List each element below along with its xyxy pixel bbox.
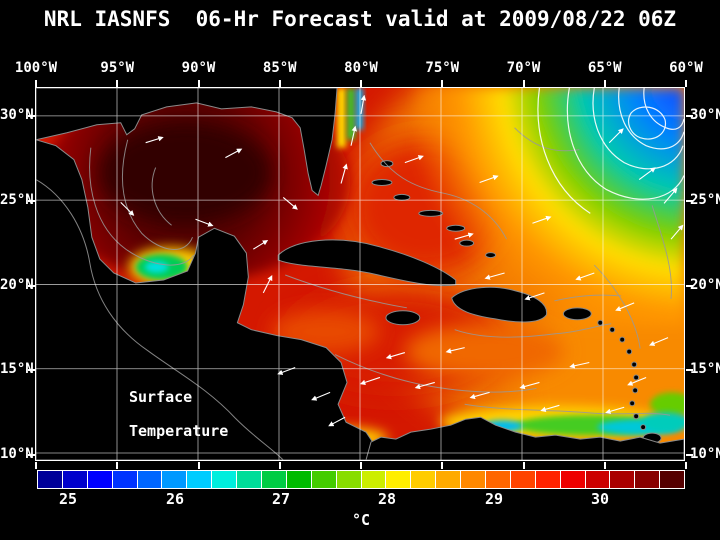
axis-tick — [28, 284, 35, 287]
colorbar-cell — [436, 471, 462, 488]
latitude-label-right: 30°N — [690, 107, 720, 123]
longitude-label: 60°W — [669, 60, 703, 76]
colorbar-cell — [610, 471, 636, 488]
streamlines-layer — [537, 88, 684, 214]
colorbar-tick-label: 26 — [165, 490, 185, 508]
latitude-label-left: 10°N — [0, 446, 34, 462]
axis-tick — [116, 462, 119, 469]
axis-tick — [278, 462, 281, 469]
colorbar-cell — [311, 471, 337, 488]
axis-tick — [522, 462, 525, 469]
colorbar-cell — [361, 471, 387, 488]
latitude-label-left: 25°N — [0, 191, 34, 208]
axis-tick — [686, 199, 693, 202]
sst-map — [36, 88, 684, 460]
colorbar-cell — [212, 471, 238, 488]
colorbar — [37, 470, 685, 489]
colorbar-cell — [336, 471, 362, 488]
annotation-temperature: Temperature — [129, 422, 229, 440]
axis-tick — [685, 80, 687, 87]
colorbar-cell — [262, 471, 287, 488]
axis-tick — [441, 80, 444, 87]
axis-tick — [28, 199, 35, 202]
longitude-label: 90°W — [181, 60, 216, 76]
axis-tick — [522, 80, 525, 87]
colorbar-cell — [112, 471, 138, 488]
colorbar-cell — [62, 471, 88, 488]
current-arrows-layer — [120, 94, 684, 427]
page-title: NRL IASNFS 06-Hr Forecast valid at 2009/… — [43, 7, 677, 31]
longitude-label: 65°W — [587, 60, 622, 76]
annotation-surface: Surface — [129, 388, 193, 406]
axis-tick — [28, 454, 35, 456]
longitude-label: 95°W — [100, 60, 135, 76]
latitude-label-right: 10°N — [690, 446, 720, 462]
colorbar-tick-label: 27 — [271, 490, 291, 508]
longitude-label: 70°W — [506, 60, 541, 76]
bathymetry-contours-layer — [36, 127, 673, 460]
axis-tick — [197, 80, 200, 87]
colorbar-cell — [535, 471, 561, 488]
colorbar-cell — [486, 471, 511, 488]
latitude-label-left: 30°N — [0, 107, 34, 123]
colorbar-tick-label: 29 — [484, 490, 504, 508]
axis-tick — [28, 369, 35, 372]
colorbar-cell — [635, 471, 661, 488]
axis-tick — [603, 80, 606, 87]
colorbar-unit: °C — [351, 511, 371, 529]
axis-tick — [360, 80, 362, 87]
latitude-label-left: 20°N — [0, 276, 34, 293]
latitude-label-right: 20°N — [690, 276, 720, 293]
colorbar-cell — [87, 471, 113, 488]
latitude-label-right: 15°N — [690, 361, 720, 378]
axis-tick — [686, 454, 693, 456]
axis-tick — [35, 462, 37, 469]
graticule-layer — [36, 88, 684, 460]
axis-tick — [360, 462, 362, 469]
colorbar-cell — [510, 471, 536, 488]
colorbar-cell — [461, 471, 487, 488]
colorbar-cell — [411, 471, 437, 488]
colorbar-tick-label: 25 — [58, 490, 78, 508]
colorbar-cell — [137, 471, 163, 488]
longitude-label: 100°W — [14, 60, 58, 76]
axis-tick — [686, 284, 693, 287]
colorbar-tick-label: 28 — [377, 490, 397, 508]
longitude-label: 80°W — [344, 60, 378, 76]
colorbar-cell — [237, 471, 263, 488]
axis-tick — [686, 369, 693, 372]
latitude-label-left: 15°N — [0, 361, 34, 378]
axis-tick — [35, 80, 37, 87]
colorbar-cell — [286, 471, 312, 488]
axis-tick — [197, 462, 200, 469]
axis-tick — [28, 115, 35, 117]
land-layer — [36, 88, 684, 460]
axis-tick — [685, 462, 687, 469]
colorbar-cell — [560, 471, 586, 488]
colorbar-cell — [585, 471, 611, 488]
axis-tick — [603, 462, 606, 469]
longitude-label: 75°W — [425, 60, 460, 76]
latitude-label-right: 25°N — [690, 191, 720, 208]
map-frame: Surface Temperature — [35, 87, 685, 461]
axis-tick — [116, 80, 119, 87]
colorbar-cell — [386, 471, 412, 488]
colorbar-tick-label: 30 — [590, 490, 610, 508]
axis-tick — [278, 80, 281, 87]
colorbar-cell — [162, 471, 188, 488]
axis-tick — [686, 115, 693, 117]
colorbar-cell — [38, 471, 63, 488]
colorbar-cell — [660, 471, 685, 488]
colorbar-cell — [187, 471, 213, 488]
longitude-label: 85°W — [262, 60, 297, 76]
axis-tick — [441, 462, 444, 469]
